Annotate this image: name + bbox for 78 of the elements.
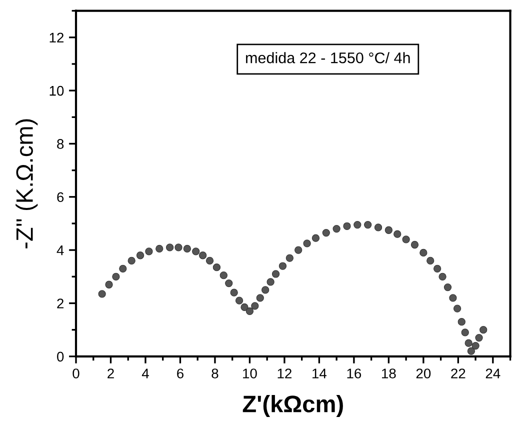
point [192, 248, 200, 256]
y-tick-label: 4 [56, 246, 64, 256]
x-tick-label: 20 [416, 368, 431, 378]
point [251, 302, 259, 310]
point [332, 224, 340, 233]
x-axis-title: Z'(kΩcm) [242, 395, 343, 418]
point [266, 278, 274, 286]
point [384, 226, 392, 234]
x-tick-label: 2 [108, 368, 114, 378]
x-tick-label: 0 [72, 368, 80, 378]
point [472, 342, 480, 350]
point [434, 264, 442, 272]
point [449, 294, 457, 302]
x-tick-label: 14 [312, 368, 327, 378]
point [262, 286, 270, 294]
point [303, 240, 311, 248]
point [420, 248, 428, 257]
point [464, 339, 472, 347]
point [438, 272, 446, 280]
y-tick-label: 10 [50, 86, 64, 96]
point [322, 228, 330, 237]
x-tick-label: 18 [382, 368, 396, 378]
x-tick-label: 6 [177, 368, 184, 378]
point [240, 303, 248, 312]
point [364, 220, 372, 229]
point [426, 256, 434, 265]
point [166, 244, 174, 252]
point [444, 283, 452, 292]
annotation: medida 22 - 1550 °C/ 4h [246, 52, 410, 64]
point [145, 248, 153, 256]
point [105, 280, 113, 288]
point [235, 296, 244, 304]
point [467, 347, 476, 355]
point [230, 288, 238, 296]
y-axis-title: -Z'' (K.Ω.cm) [16, 119, 38, 248]
point [453, 304, 462, 312]
point [174, 244, 182, 252]
point [475, 334, 483, 342]
point [458, 318, 466, 326]
point [394, 230, 402, 238]
x-tick-label: 4 [142, 368, 149, 378]
point [136, 252, 144, 260]
x-tick-label: 8 [212, 368, 218, 378]
point [272, 270, 280, 278]
point [256, 294, 264, 302]
point [98, 290, 106, 298]
x-tick-label: 16 [347, 368, 362, 378]
point [480, 326, 488, 334]
point [286, 254, 294, 262]
y-tick-label: 8 [57, 139, 64, 149]
point [198, 252, 207, 260]
point [212, 264, 221, 272]
point [343, 222, 351, 230]
point [112, 272, 120, 280]
point [246, 307, 254, 316]
point [128, 256, 136, 265]
x-tick-label: 12 [278, 368, 292, 378]
x-tick-label: 10 [243, 368, 257, 378]
point [410, 240, 419, 249]
y-tick-label: 2 [57, 298, 64, 308]
y-tick-label: 0 [57, 352, 64, 362]
y-tick-label: 12 [50, 32, 64, 42]
point [354, 220, 362, 229]
point [402, 236, 410, 244]
point [206, 256, 214, 265]
point [225, 279, 233, 288]
point [220, 271, 228, 280]
point [156, 244, 164, 253]
point [461, 328, 469, 336]
point [312, 234, 320, 242]
x-tick-label: 22 [451, 368, 466, 378]
point [119, 264, 127, 272]
point [294, 246, 302, 254]
point [183, 244, 191, 253]
x-tick-label: 24 [486, 368, 500, 378]
point [278, 262, 287, 270]
point [374, 224, 382, 232]
y-tick-label: 6 [57, 192, 64, 202]
